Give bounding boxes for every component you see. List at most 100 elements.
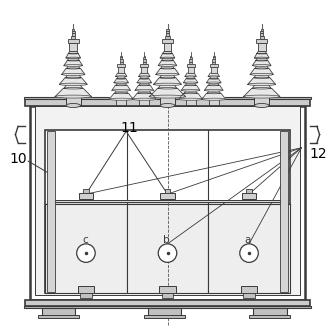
Ellipse shape: [135, 89, 154, 91]
Bar: [25, 300, 310, 306]
Polygon shape: [202, 93, 226, 99]
Bar: [208, 204, 290, 293]
Bar: [166, 29, 169, 31]
Polygon shape: [109, 93, 133, 99]
Bar: [212, 61, 215, 64]
Bar: [161, 293, 174, 298]
Bar: [140, 64, 148, 67]
Polygon shape: [135, 85, 154, 90]
Ellipse shape: [257, 53, 267, 54]
Ellipse shape: [137, 82, 152, 83]
Polygon shape: [257, 51, 267, 53]
Polygon shape: [207, 90, 220, 93]
Ellipse shape: [59, 83, 87, 86]
Bar: [42, 308, 75, 317]
Ellipse shape: [240, 244, 258, 262]
Bar: [255, 97, 269, 106]
Text: 12: 12: [309, 147, 327, 161]
Polygon shape: [248, 78, 276, 84]
Ellipse shape: [206, 82, 221, 83]
Bar: [68, 39, 79, 43]
Polygon shape: [244, 88, 280, 97]
Polygon shape: [64, 60, 82, 65]
Ellipse shape: [253, 65, 271, 66]
Bar: [83, 189, 88, 193]
Ellipse shape: [116, 85, 127, 86]
Bar: [71, 36, 75, 39]
Bar: [24, 97, 311, 99]
Bar: [188, 67, 194, 73]
Text: 11: 11: [121, 121, 138, 135]
Ellipse shape: [66, 77, 81, 78]
Polygon shape: [62, 68, 85, 74]
Ellipse shape: [158, 244, 177, 262]
Bar: [211, 67, 217, 73]
Bar: [72, 29, 74, 31]
Bar: [120, 59, 123, 61]
Bar: [256, 39, 267, 43]
Ellipse shape: [139, 76, 150, 77]
Bar: [260, 36, 264, 39]
Bar: [25, 99, 310, 107]
Ellipse shape: [140, 78, 149, 79]
Ellipse shape: [185, 76, 196, 77]
Ellipse shape: [66, 104, 80, 108]
Bar: [144, 315, 185, 318]
Bar: [209, 99, 219, 106]
Polygon shape: [67, 65, 80, 68]
Bar: [210, 64, 218, 67]
Polygon shape: [139, 73, 150, 76]
Bar: [24, 306, 311, 308]
Ellipse shape: [62, 73, 85, 75]
Ellipse shape: [114, 82, 129, 83]
Ellipse shape: [185, 85, 196, 86]
Bar: [159, 286, 176, 293]
Ellipse shape: [55, 95, 91, 98]
Ellipse shape: [202, 98, 226, 100]
Bar: [247, 189, 252, 193]
Ellipse shape: [209, 78, 218, 79]
Bar: [260, 31, 263, 33]
Ellipse shape: [112, 89, 130, 91]
Polygon shape: [140, 76, 149, 79]
Bar: [116, 99, 126, 106]
Ellipse shape: [158, 88, 177, 89]
Polygon shape: [256, 58, 268, 60]
Ellipse shape: [67, 60, 79, 61]
Bar: [127, 204, 208, 293]
Bar: [66, 97, 80, 106]
Bar: [45, 204, 127, 293]
Ellipse shape: [207, 93, 220, 94]
Polygon shape: [185, 83, 196, 85]
Polygon shape: [179, 93, 203, 99]
Polygon shape: [250, 68, 273, 74]
Polygon shape: [208, 73, 219, 76]
Polygon shape: [156, 68, 179, 74]
Ellipse shape: [64, 88, 82, 89]
Ellipse shape: [132, 98, 156, 100]
Polygon shape: [68, 51, 78, 53]
Bar: [49, 200, 286, 203]
Ellipse shape: [139, 85, 150, 86]
Ellipse shape: [109, 98, 133, 100]
Polygon shape: [254, 74, 269, 78]
Text: a: a: [245, 235, 251, 245]
Bar: [243, 293, 255, 298]
Ellipse shape: [158, 65, 177, 66]
Ellipse shape: [64, 65, 82, 66]
Bar: [30, 107, 305, 300]
Polygon shape: [255, 65, 268, 68]
Bar: [120, 57, 122, 59]
Bar: [120, 61, 123, 64]
Bar: [160, 193, 175, 199]
Bar: [78, 286, 94, 293]
Polygon shape: [160, 74, 175, 78]
Bar: [143, 59, 146, 61]
Bar: [213, 55, 215, 57]
Text: c: c: [82, 235, 88, 245]
Bar: [141, 67, 147, 73]
Polygon shape: [115, 90, 128, 93]
Bar: [242, 193, 256, 199]
Polygon shape: [160, 53, 175, 58]
Bar: [189, 59, 192, 61]
